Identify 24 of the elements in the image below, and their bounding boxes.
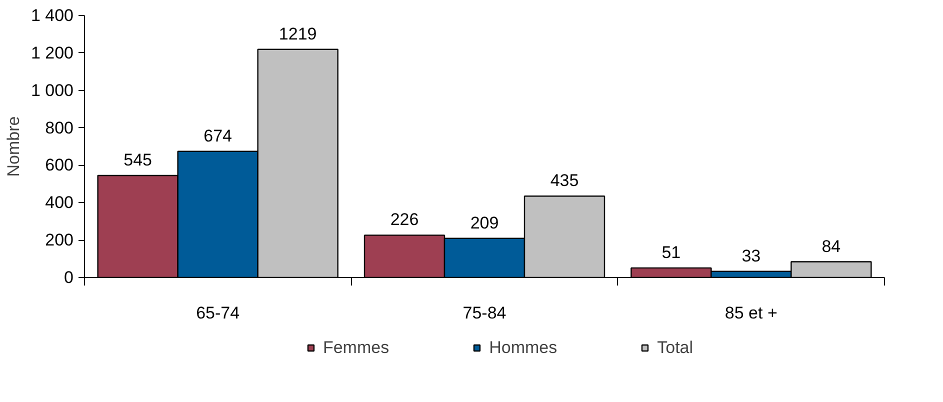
data-label: 1219 [278, 24, 317, 44]
data-label: 435 [550, 171, 579, 190]
data-label: 226 [390, 210, 419, 230]
data-label: 545 [124, 150, 152, 170]
data-label: 209 [470, 213, 499, 232]
y-tick-label: 400 [45, 193, 74, 212]
y-tick-label: 0 [64, 268, 74, 287]
data-label: 51 [662, 242, 681, 262]
y-tick-label: 1 200 [30, 43, 74, 62]
legend-label: Femmes [322, 338, 390, 358]
data-label: 33 [742, 246, 761, 266]
y-tick-label: 1 000 [30, 80, 74, 100]
y-tick-label: 600 [45, 156, 74, 175]
x-tick-label: 65-74 [196, 304, 240, 322]
legend-label: Total [657, 338, 694, 358]
x-tick-label: 85 et + [724, 304, 778, 322]
data-label: 84 [822, 236, 841, 256]
y-tick-label: 800 [45, 118, 74, 138]
data-label: 674 [204, 126, 232, 146]
y-tick-label: 200 [45, 230, 74, 250]
y-axis-title: Nombre [4, 116, 23, 177]
legend-label: Hommes [489, 338, 558, 358]
y-tick-label: 1 400 [30, 6, 74, 25]
x-tick-label: 75-84 [462, 304, 506, 322]
